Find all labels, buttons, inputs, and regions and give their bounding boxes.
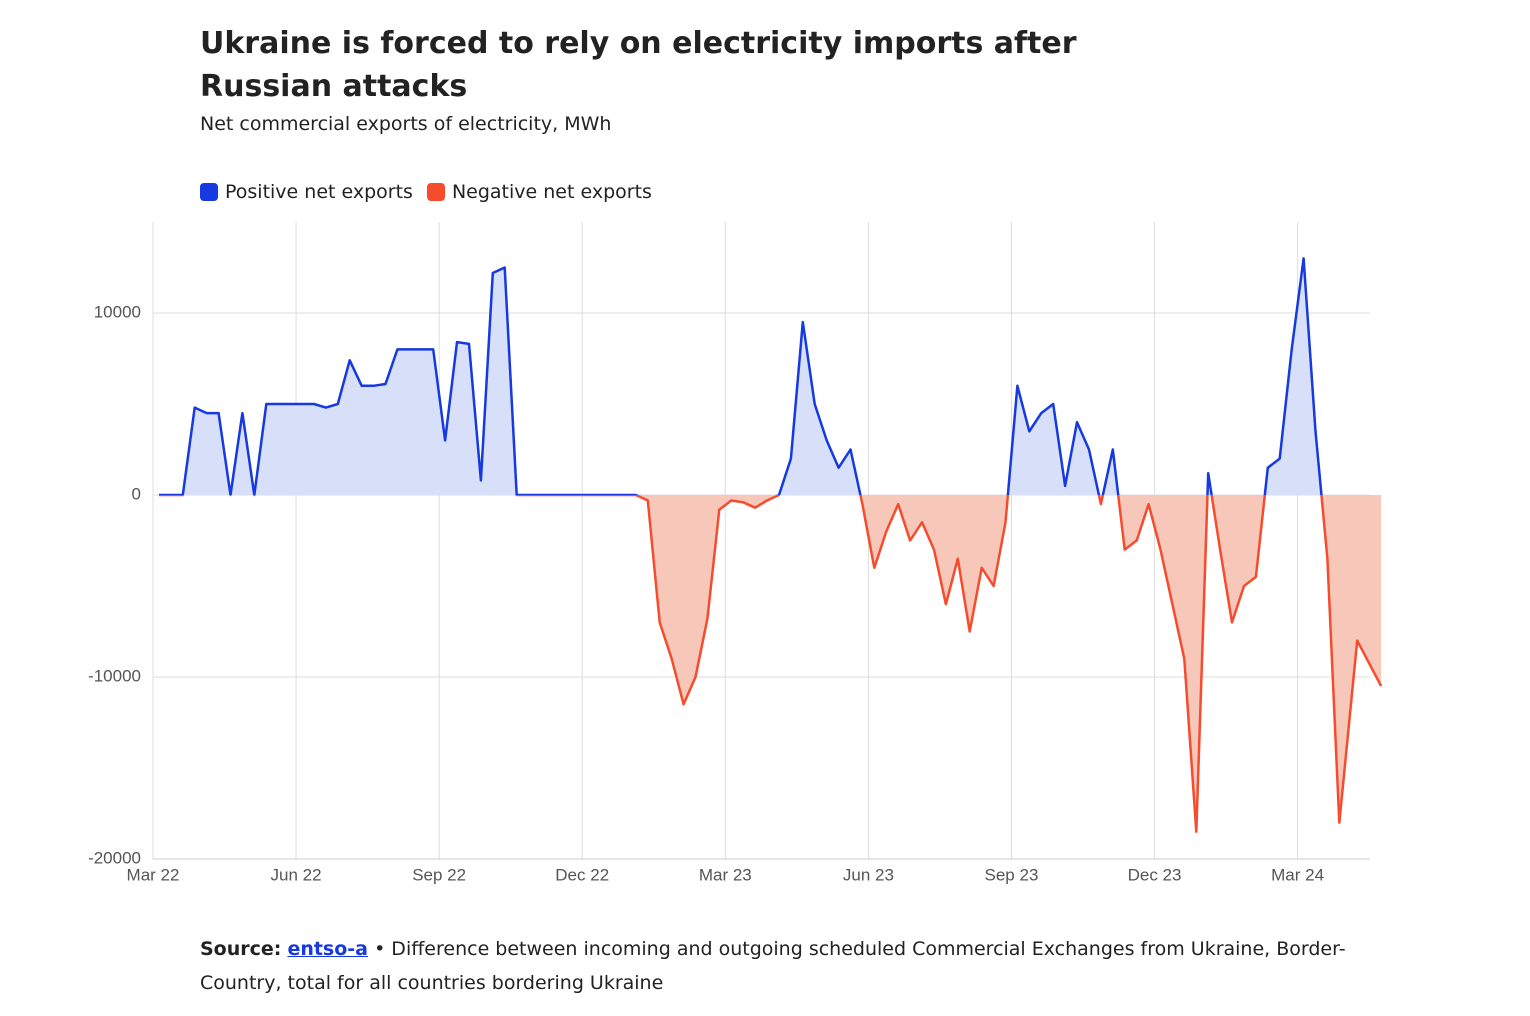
legend-swatch xyxy=(200,183,218,201)
x-tick-label: Jun 22 xyxy=(271,865,322,884)
x-tick-label: Dec 22 xyxy=(555,865,609,884)
legend-item: Negative net exports xyxy=(426,181,652,203)
legend-label: Positive net exports xyxy=(225,181,413,203)
x-tick-label: Mar 23 xyxy=(699,865,752,884)
chart-subtitle: Net commercial exports of electricity, M… xyxy=(200,113,612,135)
x-tick-label: Jun 23 xyxy=(843,865,894,884)
line xyxy=(159,495,1383,833)
y-tick-label: 0 xyxy=(132,484,141,503)
x-tick-label: Mar 22 xyxy=(127,865,180,884)
footer: Source: entso-a • Difference between inc… xyxy=(200,932,1380,1000)
legend-item: Positive net exports xyxy=(200,181,413,203)
legend-label: Negative net exports xyxy=(451,181,652,203)
y-tick-label: -10000 xyxy=(88,666,141,685)
legend: Positive net exports Negative net exports xyxy=(200,181,652,203)
x-tick-label: Sep 23 xyxy=(985,865,1039,884)
line xyxy=(159,257,1323,495)
source-label: Source: xyxy=(200,938,282,960)
legend-swatch xyxy=(426,183,445,201)
note: • Difference between incoming and outgoi… xyxy=(200,938,1346,994)
source-link[interactable]: entso-a xyxy=(287,938,369,960)
x-tick-label: Mar 24 xyxy=(1271,865,1324,884)
y-tick-label: 10000 xyxy=(94,302,141,321)
x-tick-label: Sep 22 xyxy=(412,865,466,884)
chart-title: Ukraine is forced to rely on electricity… xyxy=(200,26,1077,104)
area xyxy=(159,495,1382,832)
x-tick-label: Dec 23 xyxy=(1128,865,1182,884)
y-tick-label: -20000 xyxy=(88,848,141,867)
